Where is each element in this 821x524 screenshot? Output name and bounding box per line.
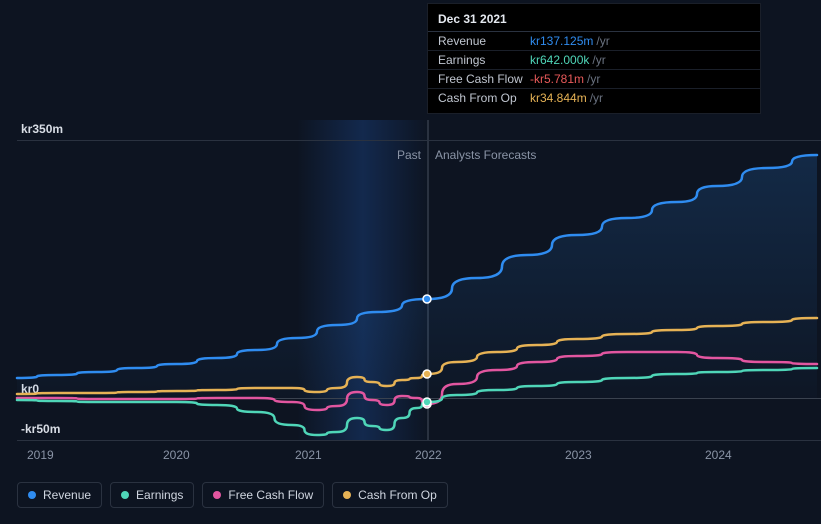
legend-label: Revenue bbox=[43, 488, 91, 502]
legend-dot bbox=[28, 491, 36, 499]
plot-area[interactable]: kr350m kr0 -kr50m Past Analysts Forecast… bbox=[17, 120, 821, 460]
tooltip: Dec 31 2021 Revenue kr137.125m /yr Earni… bbox=[427, 3, 761, 114]
tooltip-unit: /yr bbox=[590, 91, 603, 105]
legend: Revenue Earnings Free Cash Flow Cash Fro… bbox=[17, 482, 448, 508]
chart-svg bbox=[17, 120, 821, 460]
tooltip-label: Earnings bbox=[438, 53, 530, 67]
marker-cash_from_op bbox=[423, 370, 431, 378]
tooltip-unit: /yr bbox=[592, 53, 605, 67]
legend-label: Free Cash Flow bbox=[228, 488, 313, 502]
legend-dot bbox=[343, 491, 351, 499]
tooltip-unit: /yr bbox=[587, 72, 600, 86]
tooltip-row-cfo: Cash From Op kr34.844m /yr bbox=[428, 89, 760, 107]
legend-item-fcf[interactable]: Free Cash Flow bbox=[202, 482, 324, 508]
tooltip-row-revenue: Revenue kr137.125m /yr bbox=[428, 32, 760, 51]
tooltip-label: Revenue bbox=[438, 34, 530, 48]
legend-item-earnings[interactable]: Earnings bbox=[110, 482, 194, 508]
legend-dot bbox=[121, 491, 129, 499]
financial-chart: kr350m kr0 -kr50m Past Analysts Forecast… bbox=[17, 0, 821, 524]
tooltip-value: kr34.844m bbox=[530, 91, 587, 105]
tooltip-label: Free Cash Flow bbox=[438, 72, 530, 86]
tooltip-value: -kr5.781m bbox=[530, 72, 584, 86]
legend-item-revenue[interactable]: Revenue bbox=[17, 482, 102, 508]
legend-item-cfo[interactable]: Cash From Op bbox=[332, 482, 448, 508]
tooltip-row-fcf: Free Cash Flow -kr5.781m /yr bbox=[428, 70, 760, 89]
legend-dot bbox=[213, 491, 221, 499]
legend-label: Cash From Op bbox=[358, 488, 437, 502]
tooltip-label: Cash From Op bbox=[438, 91, 530, 105]
marker-revenue bbox=[423, 295, 431, 303]
tooltip-row-earnings: Earnings kr642.000k /yr bbox=[428, 51, 760, 70]
legend-label: Earnings bbox=[136, 488, 183, 502]
tooltip-date: Dec 31 2021 bbox=[428, 10, 760, 32]
tooltip-value: kr642.000k bbox=[530, 53, 589, 67]
tooltip-value: kr137.125m bbox=[530, 34, 593, 48]
tooltip-unit: /yr bbox=[596, 34, 609, 48]
marker-earnings bbox=[423, 398, 431, 406]
